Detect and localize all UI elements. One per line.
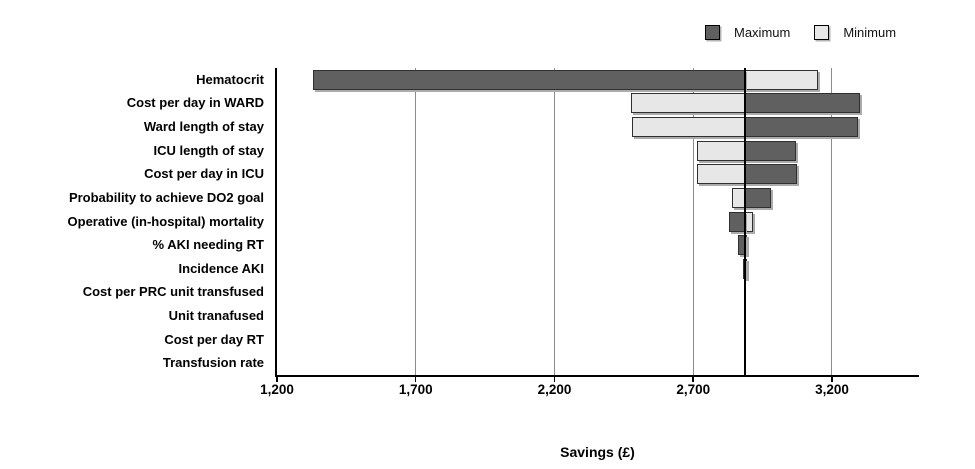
minimum-swatch-icon [814,25,830,40]
bar-minimum [697,140,746,161]
category-label: Cost per day in ICU [144,166,264,182]
bar-maximum [313,69,746,90]
legend-item-minimum: Minimum [814,25,896,40]
bar-minimum [697,164,746,185]
gridline [831,68,833,375]
x-tick-label: 2,700 [676,382,711,397]
category-label: Probability to achieve DO2 goal [68,189,264,205]
bar-minimum [632,117,746,138]
maximum-swatch-icon [705,25,720,40]
legend-label-minimum: Minimum [843,25,897,40]
legend-label-maximum: Maximum [734,25,791,40]
x-tick-label: 1,700 [398,382,433,397]
x-tick-label: 3,200 [815,382,849,397]
category-label: Hematocrit [196,71,264,87]
category-label: % AKI needing RT [152,237,264,253]
category-label: Unit tranafused [168,307,264,323]
legend-item-maximum: Maximum [705,25,790,40]
bar-maximum [745,93,860,114]
x-tick-mark [414,377,417,382]
bar-minimum [745,69,819,90]
x-axis-line [274,374,919,377]
x-axis-title: Savings (£) [560,444,635,460]
bar-maximum [745,187,771,208]
category-label: Cost per PRC unit transfused [82,284,264,300]
x-tick-mark [692,377,694,382]
category-label: Cost per day in WARD [126,95,264,111]
baseline-marker [743,68,747,375]
category-label: Transfusion rate [162,355,264,371]
x-tick-label: 1,200 [260,382,294,397]
bar-maximum [729,211,746,232]
bar-maximum [745,117,859,138]
x-tick-label: 2,200 [537,382,572,397]
category-label: ICU length of stay [153,142,264,158]
category-label: Cost per day RT [164,331,264,347]
category-label: Operative (in-hospital) mortality [67,213,264,229]
x-tick-mark [276,377,278,382]
gridline [692,68,694,375]
gridline [553,68,555,375]
y-axis-line [274,68,277,377]
bar-maximum [745,164,798,185]
bar-minimum [630,93,746,114]
category-label: Ward length of stay [143,119,264,135]
legend: Maximum Minimum [705,25,896,40]
bar-maximum [745,140,796,161]
x-tick-mark [831,377,833,382]
category-label: Incidence AKI [178,260,264,276]
x-tick-mark [553,377,556,382]
gridline [415,68,417,375]
